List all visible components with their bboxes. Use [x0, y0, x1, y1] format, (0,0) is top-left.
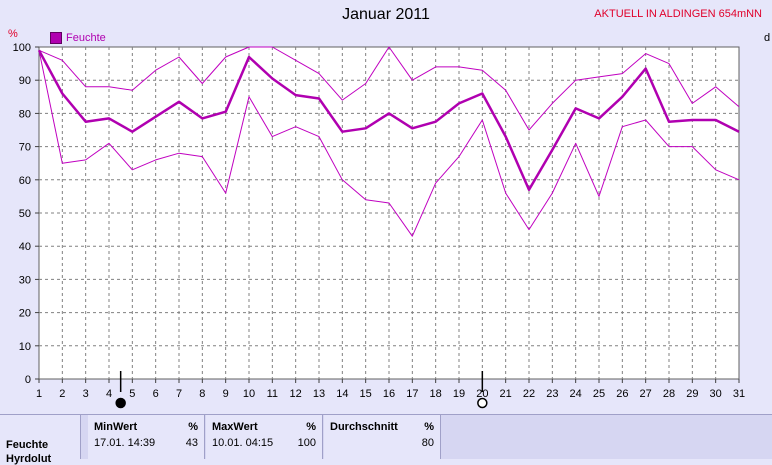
min-date: 17.01. 14:39 [94, 437, 156, 449]
x-tick-label: 19 [453, 388, 465, 400]
x-tick-label: 7 [176, 388, 182, 400]
x-tick-label: 17 [406, 388, 418, 400]
max-cell: MaxWert % 10.01. 04:15 100 [206, 415, 323, 459]
x-tick-label: 21 [500, 388, 512, 400]
min-value: 43 [185, 437, 198, 449]
x-tick-label: 27 [640, 388, 652, 400]
x-tick-label: 14 [336, 388, 348, 400]
avg-cell: Durchschnitt % 80 [324, 415, 441, 459]
x-tick-label: 24 [570, 388, 582, 400]
x-tick-label: 3 [83, 388, 89, 400]
y-unit-label: % [8, 28, 18, 40]
y-tick-label: 60 [19, 175, 31, 187]
x-tick-label: 8 [199, 388, 205, 400]
x-tick-label: 28 [663, 388, 675, 400]
min-header: MinWert [94, 421, 138, 433]
x-tick-label: 1 [36, 388, 42, 400]
x-tick-label: 16 [383, 388, 395, 400]
max-header: MaxWert [212, 421, 258, 433]
stats-label-cell: Feuchte Hyrdolut [0, 415, 81, 465]
min-cell: MinWert % 17.01. 14:39 43 [88, 415, 205, 459]
series-line-mean [37, 49, 740, 192]
x-tick-label: 13 [313, 388, 325, 400]
x-tick-label: 30 [710, 388, 722, 400]
x-tick-label: 15 [360, 388, 372, 400]
y-tick-label: 90 [19, 75, 31, 87]
max-date: 10.01. 04:15 [212, 437, 274, 449]
full-moon-icon [477, 397, 488, 409]
stats-panel: Feuchte Hyrdolut MinWert % 17.01. 14:39 … [0, 414, 772, 465]
x-axis: 1 2 3 4 5 6 7 8 9 10 11 12 13 14 15 16 17 18 19 20 21 22 23 24 2… [36, 379, 745, 400]
x-tick-label: 12 [290, 388, 302, 400]
y-tick-label: 80 [19, 108, 31, 120]
grid [39, 47, 739, 379]
row-label: Feuchte [6, 439, 49, 451]
x-tick-label: 6 [153, 388, 159, 400]
new-moon-icon [115, 397, 126, 409]
x-tick-label: 22 [523, 388, 535, 400]
y-tick-label: 20 [19, 308, 31, 320]
max-value: 100 [297, 437, 316, 449]
moon-markers [115, 371, 488, 409]
min-unit: % [188, 421, 198, 433]
avg-header: Durchschnitt [330, 421, 398, 433]
y-tick-label: 100 [13, 42, 31, 54]
x-tick-label: 29 [686, 388, 698, 400]
x-tick-label: 11 [267, 388, 278, 400]
station-label: AKTUELL IN ALDINGEN 654mNN [594, 8, 762, 20]
series-group [37, 46, 740, 237]
legend: Feuchte [50, 32, 106, 44]
x-tick-label: 25 [593, 388, 605, 400]
x-tick-label: 4 [106, 388, 112, 400]
x-tick-label: 5 [129, 388, 135, 400]
x-tick-label: 23 [546, 388, 558, 400]
x-tick-label: 10 [243, 388, 255, 400]
x-tick-label: 31 [733, 388, 745, 400]
y-axis: 0 10 20 30 40 50 60 70 80 90 100 [13, 42, 39, 386]
avg-value: 80 [421, 437, 434, 449]
x-tick-label: 20 [476, 388, 488, 400]
y-tick-label: 50 [19, 208, 31, 220]
x-tick-label: 9 [223, 388, 229, 400]
avg-unit: % [424, 421, 434, 433]
cut-label: d [764, 32, 771, 44]
chart-title: Januar 2011 [342, 6, 430, 23]
x-tick-label: 26 [616, 388, 628, 400]
y-tick-label: 30 [19, 274, 31, 286]
y-tick-label: 10 [19, 341, 31, 353]
max-unit: % [306, 421, 316, 433]
legend-swatch [50, 32, 62, 44]
legend-label: Feuchte [66, 32, 106, 44]
series-line-max [38, 46, 740, 131]
y-tick-label: 0 [25, 374, 31, 386]
y-tick-label: 40 [19, 241, 31, 253]
x-tick-label: 2 [59, 388, 65, 400]
x-tick-label: 18 [430, 388, 442, 400]
y-tick-label: 70 [19, 142, 31, 154]
row-label-2: Hyrdolut [6, 453, 52, 465]
series-line-min [38, 50, 740, 237]
